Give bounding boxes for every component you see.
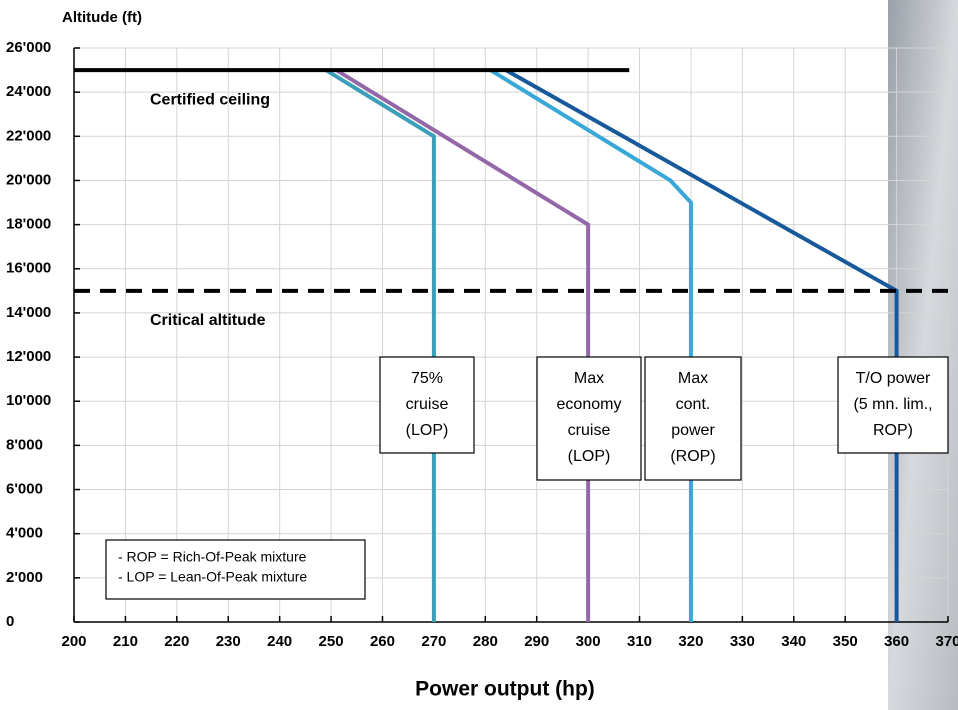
- y-tick-label: 24'000: [6, 83, 51, 100]
- y-tick-label: 8'000: [6, 436, 43, 453]
- y-tick-label: 0: [6, 613, 14, 630]
- y-tick-label: 10'000: [6, 392, 51, 409]
- series-label-box: [379, 356, 475, 454]
- series-line: [504, 68, 899, 622]
- series-label: power: [671, 422, 715, 439]
- y-tick-label: 14'000: [6, 304, 51, 321]
- series-label: (ROP): [670, 448, 715, 465]
- y-tick-label: 18'000: [6, 216, 51, 233]
- x-tick-label: 320: [678, 633, 703, 650]
- notes-box: [105, 539, 366, 600]
- y-tick-label: 2'000: [6, 569, 43, 586]
- series-label: cruise: [406, 396, 449, 413]
- x-tick-label: 350: [833, 633, 858, 650]
- y-axis-title: Altitude (ft): [62, 9, 142, 26]
- y-tick-label: 26'000: [6, 39, 51, 56]
- series-label: cont.: [676, 396, 711, 413]
- series-label: cruise: [568, 422, 611, 439]
- y-tick-label: 6'000: [6, 481, 43, 498]
- x-tick-label: 330: [730, 633, 755, 650]
- x-tick-label: 340: [781, 633, 806, 650]
- note: - ROP = Rich-Of-Peak mixture: [118, 549, 307, 565]
- series-label-box: [644, 356, 742, 481]
- y-tick-label: 20'000: [6, 171, 51, 188]
- x-tick-label: 200: [61, 633, 86, 650]
- note: - LOP = Lean-Of-Peak mixture: [118, 569, 307, 585]
- x-tick-label: 280: [473, 633, 498, 650]
- series-label: ROP): [873, 422, 913, 439]
- y-tick-label: 22'000: [6, 127, 51, 144]
- x-tick-label: 310: [627, 633, 652, 650]
- series-label: (5 mn. lim.,: [853, 396, 932, 413]
- series-line: [324, 68, 436, 622]
- side-decoration: [888, 0, 958, 710]
- x-tick-label: 230: [216, 633, 241, 650]
- series-label: (LOP): [568, 448, 611, 465]
- x-tick-label: 300: [576, 633, 601, 650]
- x-tick-label: 370: [935, 633, 958, 650]
- series-label: T/O power: [856, 370, 931, 387]
- series-label-box: [837, 356, 949, 454]
- x-tick-label: 240: [267, 633, 292, 650]
- x-tick-label: 270: [421, 633, 446, 650]
- x-tick-label: 290: [524, 633, 549, 650]
- series-label: (LOP): [406, 422, 449, 439]
- reference-label: Critical altitude: [150, 312, 266, 329]
- reference-label: Certified ceiling: [150, 91, 270, 108]
- series-label: Max: [678, 370, 708, 387]
- series-line: [489, 68, 693, 622]
- x-tick-label: 220: [164, 633, 189, 650]
- y-tick-label: 16'000: [6, 260, 51, 277]
- x-axis-title: Power output (hp): [415, 678, 595, 701]
- series-label: Max: [574, 370, 604, 387]
- series-line: [335, 68, 591, 622]
- x-tick-label: 260: [370, 633, 395, 650]
- y-tick-label: 4'000: [6, 525, 43, 542]
- y-tick-label: 12'000: [6, 348, 51, 365]
- x-tick-label: 360: [884, 633, 909, 650]
- x-tick-label: 250: [319, 633, 344, 650]
- series-label-box: [536, 356, 642, 481]
- series-label: 75%: [411, 370, 443, 387]
- series-label: economy: [557, 396, 622, 413]
- x-tick-label: 210: [113, 633, 138, 650]
